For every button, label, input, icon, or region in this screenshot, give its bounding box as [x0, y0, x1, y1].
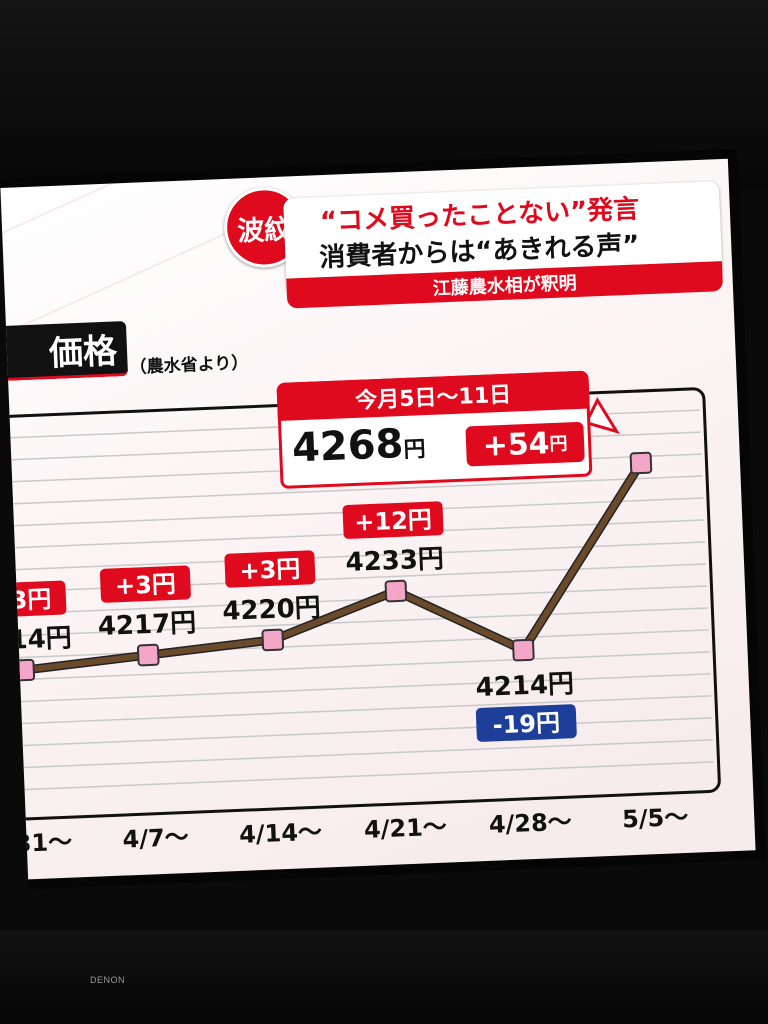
data-point-marker [512, 638, 535, 662]
grid-line [14, 761, 715, 791]
change-label: +12円 [354, 506, 433, 537]
price-label: 4217円 [97, 608, 196, 642]
price-series [12, 451, 653, 682]
callout-price-value: 4268 [291, 421, 405, 472]
callout-price-unit: 円 [403, 437, 427, 464]
data-point-marker [261, 628, 285, 652]
change-badge [99, 565, 191, 603]
latest-price-callout: 今月5日～11日 4268円 +54 円 [276, 370, 593, 489]
tv-screen: 波紋 “コメ買ったことない”発言 消費者からは“あきれる声” 江藤農水相が釈明 … [0, 158, 756, 880]
data-point-marker [384, 579, 408, 603]
series-line [23, 461, 644, 674]
price-label: 4214円 [0, 623, 72, 657]
change-badge [224, 550, 316, 588]
x-tick-label: 5/5～ [622, 803, 689, 834]
callout-price: 4268円 [291, 420, 426, 471]
data-point-marker [136, 643, 160, 667]
grid-line [10, 651, 710, 681]
change-badge [0, 580, 67, 618]
tv-bezel: 波紋 “コメ買ったことない”発言 消費者からは“あきれる声” 江藤農水相が釈明 … [0, 148, 766, 890]
grid-line [13, 739, 714, 769]
x-tick-label: 4/7～ [122, 823, 189, 854]
callout-change-value: +54 [481, 425, 551, 464]
price-label: 4233円 [345, 544, 444, 578]
grid-line [12, 717, 713, 747]
change-label: +3円 [115, 570, 177, 600]
x-tick-label: 4/28～ [488, 808, 572, 839]
data-point-marker [629, 451, 653, 475]
change-label: +3円 [239, 555, 301, 585]
tv-stand [0, 930, 768, 1024]
callout-pointer [584, 397, 620, 434]
grid-line [8, 607, 708, 637]
data-point-marker [12, 658, 36, 682]
change-label: -19円 [492, 709, 560, 740]
callout-change-badge: +54 円 [465, 421, 585, 467]
x-tick-label: 4/14～ [239, 818, 323, 849]
grid-line [11, 673, 711, 703]
grid-line [3, 475, 703, 505]
change-label: +3円 [0, 585, 52, 615]
x-tick-label: 3/31～ [0, 828, 72, 859]
callout-change-unit: 円 [549, 433, 568, 456]
x-axis: 3/31～ 4/7～ 4/14～ 4/21～ 4/28～ 5/5～ [0, 803, 688, 859]
price-label: 4214円 [475, 669, 574, 703]
grid-line [7, 585, 707, 615]
grid-line [11, 695, 712, 725]
x-tick-label: 4/21～ [363, 813, 447, 844]
price-line-chart: +3円 4214円 +3円 4217円 +3円 4220円 +12円 4233円 -19円 421… [0, 397, 715, 859]
brand-logo: DENON [90, 975, 126, 985]
change-badge [475, 704, 577, 742]
change-badge [342, 501, 444, 539]
price-label: 4220円 [222, 593, 321, 627]
